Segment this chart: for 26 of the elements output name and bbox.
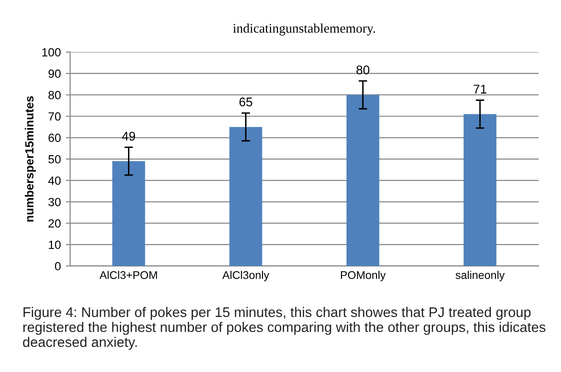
y-tick-label: 40 (48, 176, 61, 185)
y-tick-label: 10 (48, 240, 61, 249)
x-tick-label: POMonly (340, 270, 386, 282)
data-label: 80 (356, 65, 370, 74)
bar (229, 126, 262, 266)
y-tick-label: 0 (54, 262, 61, 270)
bar (464, 114, 496, 266)
data-label: 71 (474, 84, 486, 94)
data-label: 49 (122, 132, 136, 141)
bar (112, 161, 146, 266)
x-tick-label: salineonly (456, 270, 505, 282)
y-tick-label: 50 (48, 155, 61, 164)
x-tick-label: AlCl3only (222, 270, 270, 282)
y-tick-label: 60 (48, 134, 61, 142)
y-tick-label: 20 (48, 219, 61, 228)
x-tick-label: AlCl3+POM (100, 270, 157, 280)
y-tick-label: 90 (48, 70, 61, 78)
y-tick-label: 70 (48, 112, 61, 121)
y-axis-title: numbersper15minutes (24, 96, 36, 222)
chart-title: indicatingunstablememory. (233, 23, 376, 36)
data-label: 65 (239, 98, 252, 106)
caption: Figure 4: Number of pokes per 15 minutes, this chart showes that PJ treated group registered the highest number of pokes comparing with the other groups, this idicates deacresed anxiety. (23, 306, 546, 350)
y-tick-label: 30 (48, 198, 61, 206)
bar (346, 94, 380, 266)
y-tick-label: 80 (48, 90, 61, 100)
y-tick-label: 100 (42, 48, 61, 56)
